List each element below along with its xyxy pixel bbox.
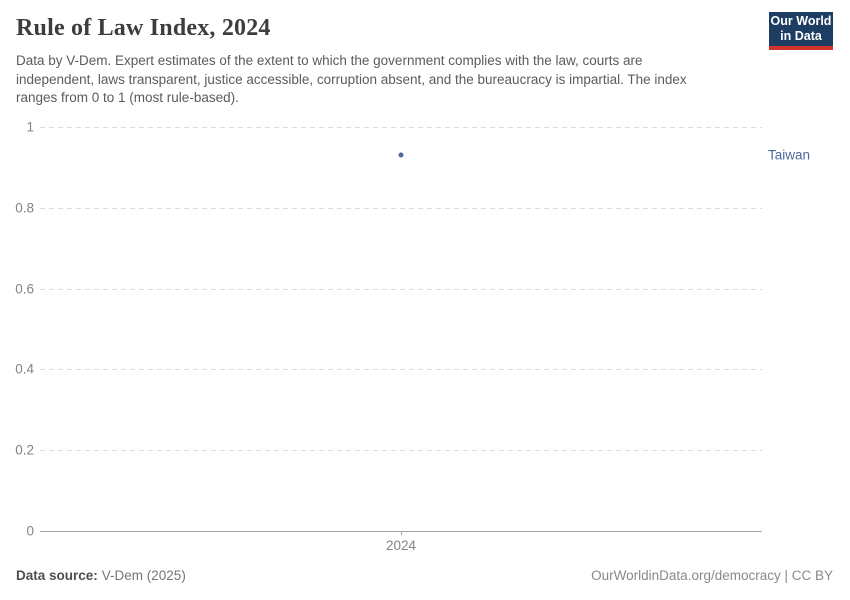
data-source-value: V-Dem (2025): [101, 568, 186, 583]
owid-logo-line1: Our World: [770, 14, 832, 28]
y-tick-label: 0.6: [15, 281, 34, 297]
y-tick-label: 0: [26, 523, 34, 539]
owid-logo-line2: in Data: [780, 29, 822, 43]
gridline: [40, 207, 762, 209]
x-tick-mark: [401, 531, 402, 535]
data-source-label: Data source:: [16, 568, 98, 583]
x-tick-label: 2024: [385, 538, 417, 553]
y-tick-label: 0.2: [15, 442, 34, 458]
gridline: [40, 450, 762, 452]
data-point-taiwan[interactable]: [398, 152, 404, 158]
y-tick-label: 0.4: [15, 361, 34, 377]
owid-logo[interactable]: Our World in Data: [769, 12, 833, 50]
entity-label-taiwan[interactable]: Taiwan: [768, 147, 811, 163]
data-source: Data source: V-Dem (2025): [16, 568, 186, 583]
gridline: [40, 288, 762, 290]
gridline: [40, 369, 762, 371]
footer-attribution: OurWorldinData.org/democracy | CC BY: [591, 568, 833, 583]
y-tick-label: 0.8: [15, 200, 34, 216]
chart-title: Rule of Law Index, 2024: [16, 15, 271, 41]
y-tick-label: 1: [26, 119, 34, 135]
gridline: [40, 127, 762, 128]
chart-footer: Data source: V-Dem (2025) OurWorldinData.…: [0, 568, 850, 583]
chart-subtitle: Data by V-Dem. Expert estimates of the e…: [16, 53, 687, 105]
